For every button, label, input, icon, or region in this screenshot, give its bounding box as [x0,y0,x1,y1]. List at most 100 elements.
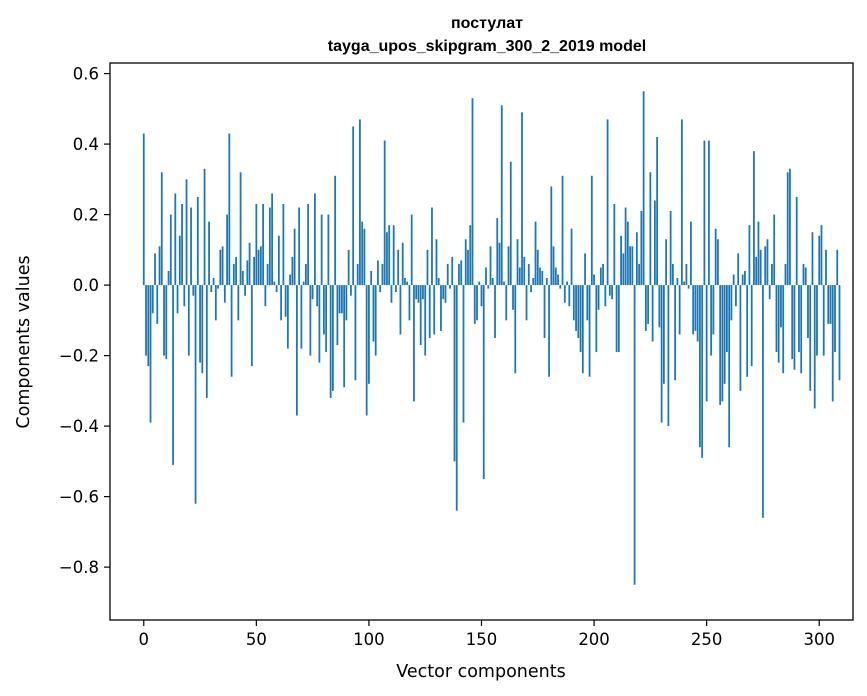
bar [476,285,478,321]
bar [680,119,683,286]
bar [561,175,564,286]
bar [190,207,192,286]
bar [431,207,433,286]
x-tick-label: 50 [246,630,267,649]
bar [489,246,492,286]
bar [444,285,447,303]
bar [194,285,197,504]
bar [658,285,661,328]
bar [356,263,359,286]
bar [494,285,496,338]
bar [773,214,776,286]
bar [536,249,539,286]
bar [359,119,361,286]
bar [599,267,602,286]
bar [368,285,370,384]
bar [410,214,413,286]
bar [714,228,717,286]
bar [701,285,704,458]
bar [223,285,226,303]
bar [181,204,183,286]
y-tick-label: −0.4 [59,417,99,436]
bar [149,285,152,423]
bar [689,221,692,286]
bar [388,225,391,286]
bar [813,285,816,409]
bar [694,285,697,331]
bar [660,285,663,423]
bar [521,112,523,286]
bar [768,285,771,300]
bar [811,232,814,286]
bar [381,263,384,286]
bar [696,285,699,342]
bar [428,285,431,338]
bar [302,281,305,286]
bar [440,285,442,331]
bar [320,214,323,286]
bar [525,285,528,321]
bar [345,285,348,321]
bar [203,168,206,286]
bar [370,270,373,286]
bar [780,285,782,328]
bar [390,285,393,303]
bar [552,246,555,286]
bar [338,285,341,314]
bar [255,204,258,286]
bar [622,253,625,286]
bar [142,133,145,286]
bar [597,285,600,310]
bar [365,285,368,416]
plot-frame [109,62,854,621]
bar [187,285,190,356]
bar [284,285,287,317]
bar [834,285,836,353]
bar [309,285,312,356]
bar [332,285,334,391]
bar [480,285,483,307]
x-tick-label: 250 [691,630,723,649]
bar [214,285,217,321]
y-tick-label: 0.6 [73,65,99,84]
bar [232,263,235,286]
bar [503,281,505,286]
bar [534,221,537,286]
bar [822,285,825,356]
bar [820,225,823,286]
bar [557,274,559,286]
bar [160,172,163,286]
bar [433,285,436,335]
bar [669,211,672,286]
bar [151,285,154,314]
bar [741,274,744,286]
bar [656,137,659,286]
bar [169,214,172,286]
bar [705,285,708,402]
bar [174,193,177,286]
bar [539,267,541,286]
bar [523,256,526,286]
bar [178,235,181,286]
bar [347,249,350,286]
bar [638,263,641,286]
bar [739,285,742,391]
bar [678,285,681,335]
bar [271,193,274,286]
bar [798,285,800,353]
bar-series [142,91,841,585]
y-tick-label: −0.2 [59,347,99,366]
bar [595,285,598,353]
bar [750,285,753,367]
bar [613,204,616,286]
chart-title-line1: постулат [451,15,523,32]
bar [406,281,409,286]
bar [322,285,325,335]
bar [230,285,233,377]
bar [228,133,231,286]
bar [559,285,562,289]
x-tick-label: 0 [139,630,150,649]
bar [446,263,449,286]
bar [313,193,316,286]
